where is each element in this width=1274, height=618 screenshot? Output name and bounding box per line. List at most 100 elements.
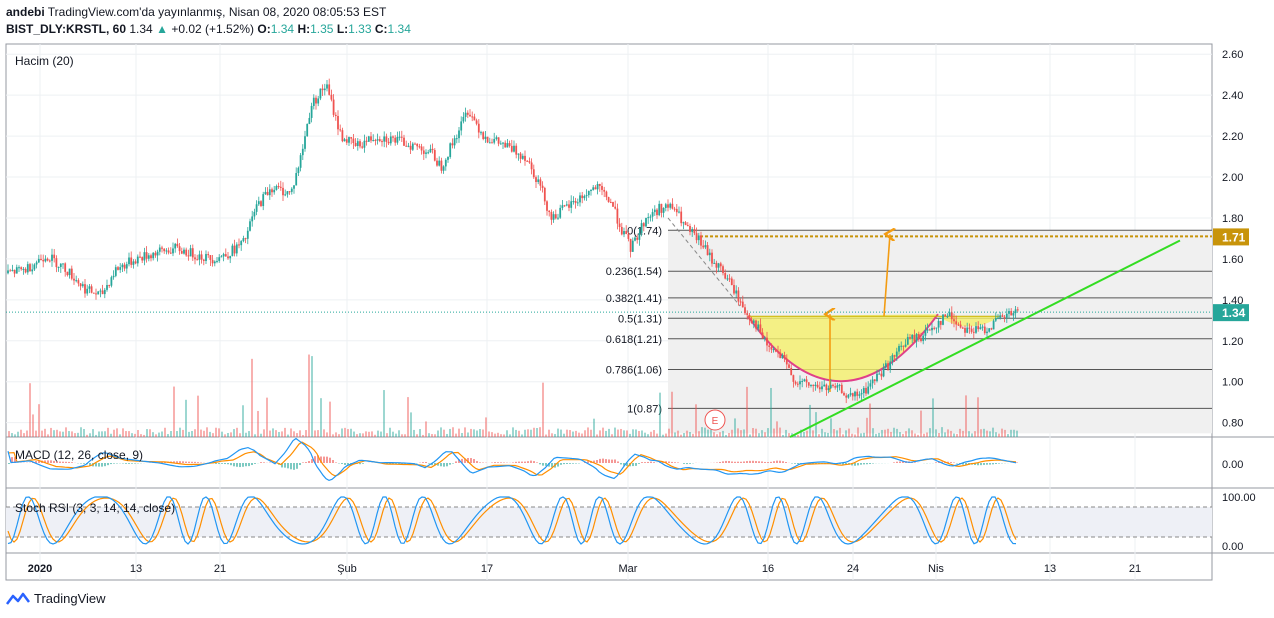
candle-body	[557, 217, 559, 219]
price-tick-label: 1.80	[1222, 213, 1243, 225]
macd-histogram-bar	[986, 463, 988, 465]
volume-bar	[581, 433, 583, 437]
candle-body	[70, 268, 73, 279]
macd-histogram-bar	[344, 463, 346, 465]
volume-bar	[521, 434, 523, 437]
volume-bar	[854, 434, 856, 437]
candle-body	[13, 269, 16, 274]
macd-histogram-bar	[98, 463, 100, 467]
volume-bar	[230, 432, 232, 437]
volume-bar	[719, 432, 721, 437]
volume-bar	[887, 428, 889, 437]
candle-body	[825, 384, 828, 391]
macd-histogram-bar	[248, 463, 250, 467]
publish-info: andebi TradingView.com'da yayınlanmış, N…	[6, 5, 386, 19]
candle-body	[216, 260, 218, 262]
candle-body	[1005, 313, 1008, 318]
candle-body	[387, 141, 390, 144]
volume-bar	[923, 433, 925, 437]
volume-bar	[695, 404, 697, 437]
volume-bar	[428, 433, 430, 437]
volume-bar	[395, 433, 397, 437]
candle-body	[614, 206, 617, 209]
macd-histogram-bar	[542, 463, 544, 466]
candle-body	[359, 141, 361, 147]
macd-histogram-bar	[524, 461, 526, 463]
volume-bar	[689, 432, 691, 437]
volume-bar	[266, 397, 268, 437]
fib-level-label: 0.236(1.54)	[606, 266, 662, 278]
candle-body	[132, 261, 135, 265]
volume-bar	[911, 430, 913, 437]
volume-bar	[119, 434, 121, 437]
candle-body	[737, 290, 740, 302]
volume-bar	[65, 427, 67, 437]
tradingview-brand[interactable]: TradingView	[6, 591, 106, 606]
candle-body	[860, 393, 863, 395]
candle-body	[141, 257, 144, 261]
candle-body	[506, 143, 509, 148]
volume-bar	[635, 429, 637, 437]
candle-body	[405, 145, 408, 147]
macd-histogram-bar	[476, 461, 478, 463]
macd-histogram-bar	[740, 461, 742, 463]
macd-histogram-bar	[11, 457, 13, 463]
volume-bar	[107, 427, 109, 437]
candle-body	[348, 137, 350, 143]
volume-bar	[143, 434, 145, 437]
volume-bar	[218, 428, 220, 437]
time-tick-label: 13	[130, 563, 142, 575]
candle-body	[383, 136, 386, 142]
candle-body	[524, 155, 526, 161]
author-name[interactable]: andebi	[6, 5, 45, 19]
candle-body	[618, 223, 621, 227]
candle-body	[356, 141, 359, 146]
volume-bar	[959, 428, 961, 437]
volume-bar	[527, 429, 529, 437]
volume-bar	[569, 430, 571, 437]
volume-bar	[35, 430, 37, 437]
macd-histogram-bar	[71, 462, 73, 463]
volume-bar	[134, 433, 136, 437]
candle-body	[264, 191, 267, 195]
candle-body	[121, 264, 124, 268]
candle-body	[977, 326, 980, 330]
candle-body	[693, 229, 696, 234]
candle-body	[902, 345, 905, 347]
candle-body	[667, 204, 669, 208]
macd-histogram-bar	[893, 462, 895, 463]
macd-histogram-bar	[671, 461, 673, 463]
candle-body	[75, 280, 78, 282]
candle-body	[990, 328, 993, 330]
volume-bar	[908, 428, 910, 437]
candle-body	[176, 243, 179, 247]
volume-bar	[182, 429, 184, 437]
volume-bar	[596, 434, 598, 437]
volume-bar	[62, 431, 64, 437]
volume-bar	[404, 434, 406, 437]
candle-body	[1003, 316, 1006, 318]
candle-body	[763, 337, 766, 339]
target-price-badge-label: 1.71	[1222, 230, 1246, 244]
candle-body	[53, 254, 56, 259]
volume-bar	[869, 403, 871, 437]
macd-histogram-bar	[995, 463, 997, 465]
candle-body	[447, 156, 449, 160]
volume-bar	[860, 433, 862, 437]
volume-bar	[197, 395, 199, 437]
symbol-name[interactable]: BIST_DLY:KRSTL, 60	[6, 22, 127, 36]
volume-bar	[464, 427, 466, 437]
candle-body	[312, 97, 315, 106]
macd-histogram-bar	[434, 463, 436, 466]
macd-histogram-bar	[860, 463, 862, 465]
candle-body	[438, 160, 441, 166]
macd-histogram-bar	[761, 461, 763, 463]
candle-body	[893, 355, 896, 357]
candle-body	[244, 238, 247, 240]
volume-bar	[734, 418, 736, 437]
candle-body	[794, 381, 797, 384]
candle-body	[453, 138, 456, 146]
volume-bar	[248, 431, 250, 437]
volume-bar	[374, 434, 376, 437]
